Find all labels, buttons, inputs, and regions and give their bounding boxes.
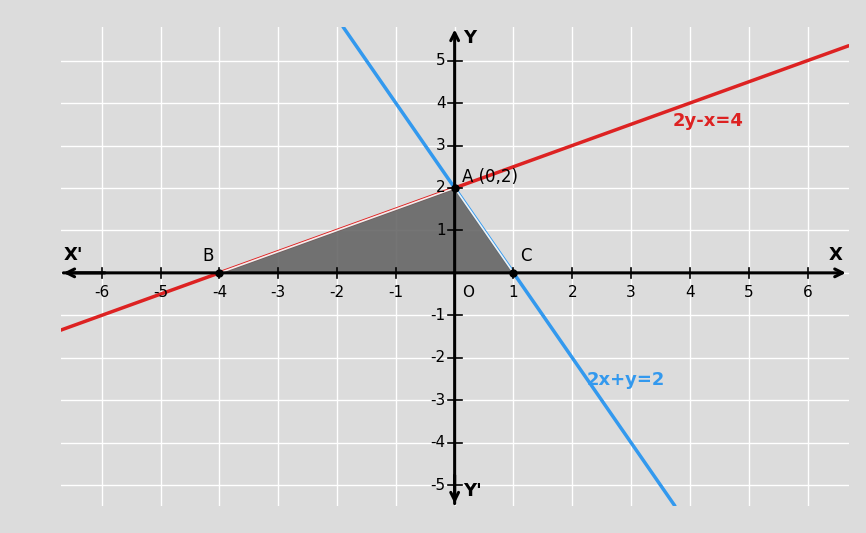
Text: 2y-x=4: 2y-x=4 [672,112,743,131]
Text: -4: -4 [212,285,227,300]
Text: -6: -6 [94,285,109,300]
Text: -3: -3 [430,393,446,408]
Text: O: O [462,285,474,300]
Text: -2: -2 [329,285,345,300]
Text: 6: 6 [803,285,812,300]
Text: A (0,2): A (0,2) [462,168,518,186]
Text: 5: 5 [436,53,446,68]
Text: 3: 3 [436,138,446,153]
Text: X': X' [63,246,83,263]
Text: Y': Y' [463,482,482,500]
Text: -1: -1 [388,285,404,300]
Polygon shape [219,188,514,273]
Text: X: X [829,246,843,263]
Text: 4: 4 [436,95,446,110]
Text: -4: -4 [430,435,446,450]
Text: 1: 1 [436,223,446,238]
Text: 5: 5 [744,285,753,300]
Text: 2: 2 [436,181,446,196]
Text: -2: -2 [430,350,446,365]
Text: B: B [202,247,214,265]
Text: 4: 4 [685,285,695,300]
Text: 2: 2 [567,285,577,300]
Text: -3: -3 [270,285,286,300]
Text: -5: -5 [153,285,168,300]
Text: 1: 1 [508,285,518,300]
Text: -1: -1 [430,308,446,323]
Text: 3: 3 [626,285,636,300]
Text: -5: -5 [430,478,446,492]
Text: Y: Y [463,29,476,47]
Text: C: C [520,247,532,265]
Text: 2x+y=2: 2x+y=2 [587,372,665,390]
